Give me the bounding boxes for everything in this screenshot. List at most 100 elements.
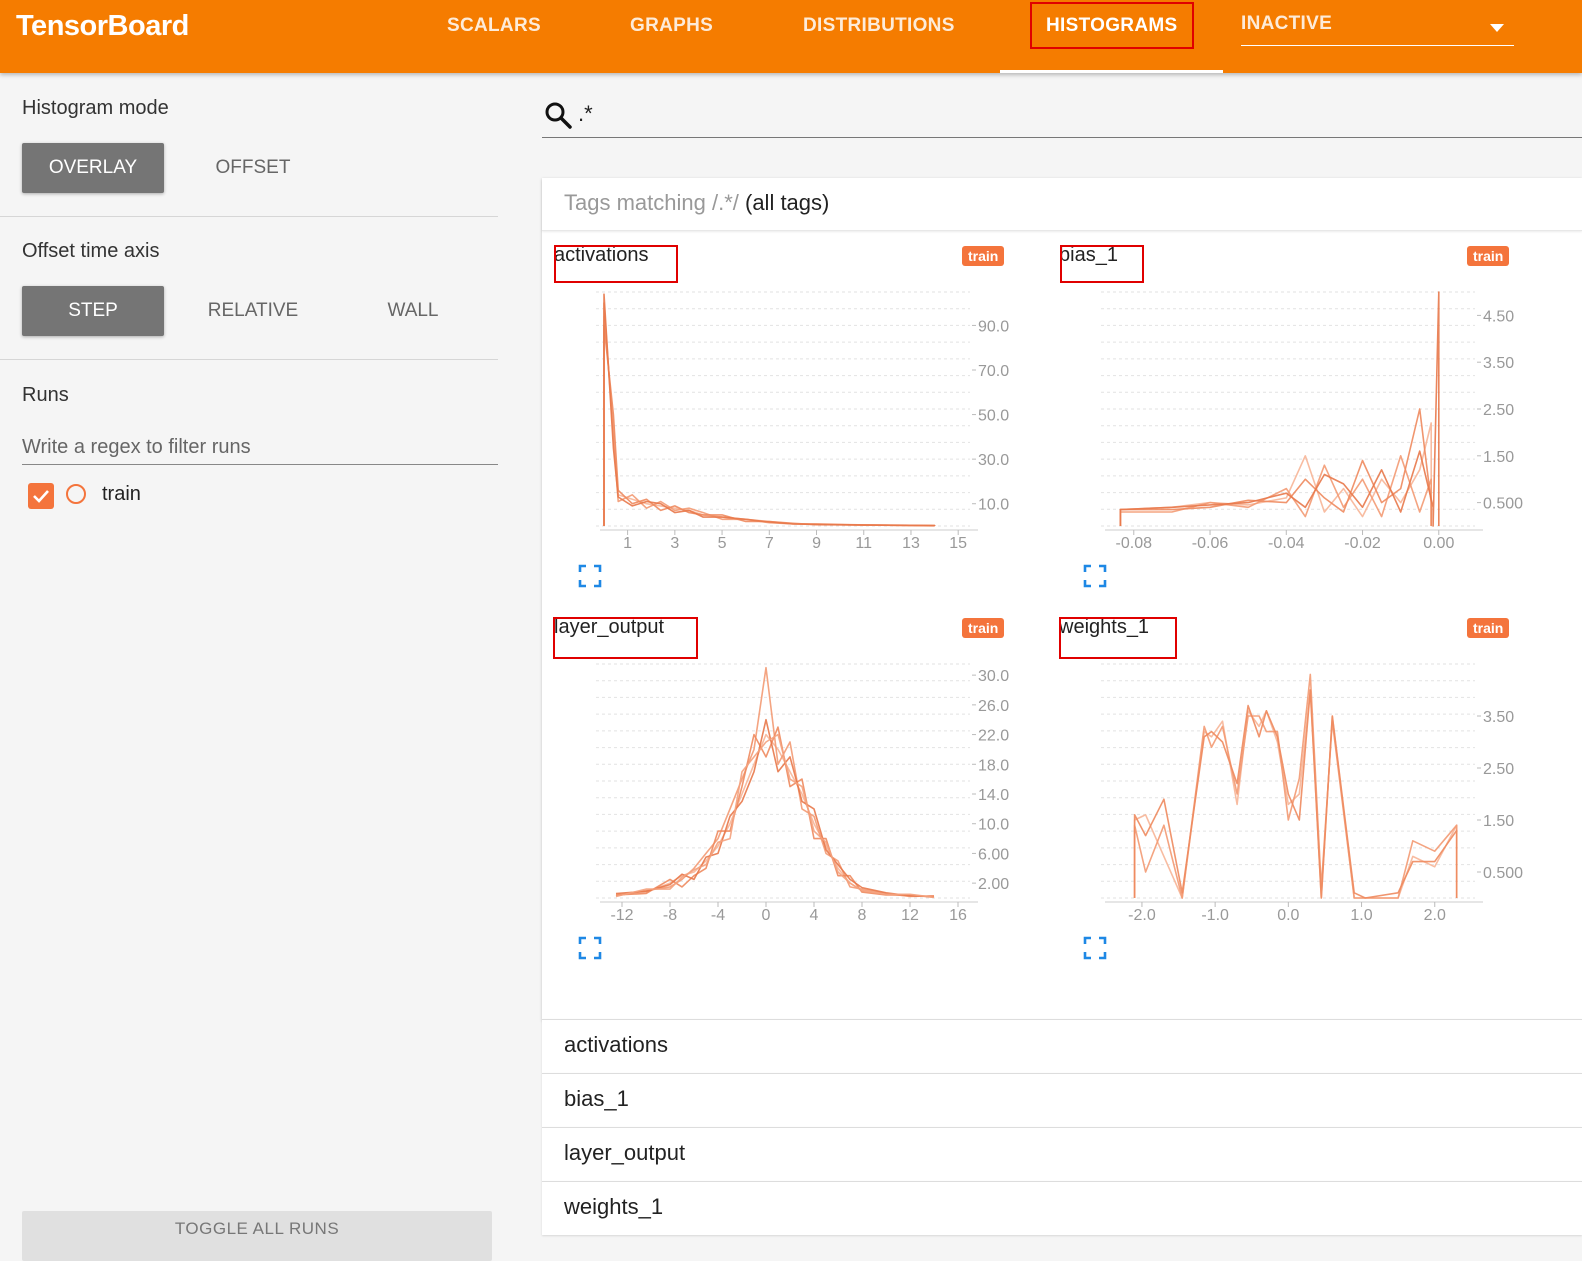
chart-title: bias_1 [1059,244,1118,266]
x-tick-label: 7 [765,535,774,552]
y-tick-label: 30.0 [978,452,1009,469]
histogram-chart-bias-1: bias_1 train 4.50 3.50 2.50 1.50 0.500 -0.08 -… [1047,230,1552,602]
relative-button[interactable]: RELATIVE [207,300,299,321]
expand-icon[interactable] [578,564,602,588]
chart-title: layer_output [554,616,665,638]
tag-filter [542,95,1582,138]
tag-filter-input[interactable] [578,99,1478,129]
histogram-series-line [1119,455,1433,526]
sidebar: Histogram mode OVERLAY OFFSET Offset tim… [0,73,520,1261]
x-tick-label: 16 [949,907,967,924]
expand-icon[interactable] [578,936,602,960]
tag-group-activations[interactable]: activations [542,1019,1582,1073]
y-tick-label: 2.50 [1483,761,1514,778]
y-tick-label: 2.50 [1483,402,1514,419]
tag-group-label: weights_1 [564,1194,664,1219]
tag-group-label: bias_1 [564,1086,629,1111]
offset-button[interactable]: OFFSET [215,157,291,178]
x-tick-label: -0.02 [1344,535,1381,552]
overlay-button[interactable]: OVERLAY [22,143,164,193]
divider [0,216,498,217]
histogram-chart-layer-output: layer_output train 30.0 26.0 22.0 18.0 14.0 1… [542,602,1047,974]
y-tick-label: 10.0 [978,497,1009,514]
histogram-plot: 3.50 2.50 1.50 0.500 -2.0 -1.0 0.0 1.0 2.0 [1101,663,1523,924]
active-tab-indicator [1000,70,1223,73]
step-button[interactable]: STEP [22,286,164,336]
histogram-mode-title: Histogram mode [22,97,169,119]
app-title: TensorBoard [16,10,189,42]
histogram-series-line [603,293,936,527]
tags-card-header: Tags matching /.*/ (all tags) [542,178,1582,231]
x-tick-label: -2.0 [1128,907,1156,924]
y-tick-label: 26.0 [978,698,1009,715]
x-tick-label: 4 [810,907,819,924]
run-badge: train [1467,246,1510,266]
y-tick-label: 18.0 [978,757,1009,774]
y-tick-label: 6.00 [978,846,1009,863]
x-tick-label: 1.0 [1350,907,1372,924]
tag-group-label: layer_output [564,1140,686,1165]
y-tick-label: 22.0 [978,728,1009,745]
x-tick-label: 3 [670,535,679,552]
wall-button[interactable]: WALL [387,300,439,321]
caret-down-icon [1490,24,1504,32]
tags-pattern: /.*/ [711,190,739,215]
tag-group-layer-output[interactable]: layer_output [542,1127,1582,1181]
inactive-dashboards-select[interactable]: INACTIVE [1241,13,1514,46]
histogram-plot: 30.0 26.0 22.0 18.0 14.0 10.0 6.00 2.00 -12 -8 -4 0… [596,663,1009,924]
tab-graphs[interactable]: GRAPHS [630,15,714,36]
histogram-series-line [1133,673,1458,899]
y-tick-label: 50.0 [978,408,1009,425]
run-badge: train [962,618,1005,638]
run-checkbox-train[interactable] [28,483,54,509]
y-tick-label: 10.0 [978,817,1009,834]
x-tick-label: -1.0 [1201,907,1229,924]
tab-histograms[interactable]: HISTOGRAMS [1046,15,1178,36]
tags-suffix: (all tags) [745,190,830,215]
run-badge: train [1467,618,1510,638]
chart-title: activations [554,244,649,266]
y-tick-label: 4.50 [1483,308,1514,325]
y-tick-label: 70.0 [978,363,1009,380]
expand-icon[interactable] [1083,936,1107,960]
histogram-series-line [1119,291,1440,527]
x-tick-label: -0.06 [1192,535,1229,552]
tab-distributions[interactable]: DISTRIBUTIONS [803,15,955,36]
histogram-series-line [603,315,936,527]
run-label-train: train [102,483,141,505]
y-tick-label: 0.500 [1483,496,1523,513]
histogram-series-line [615,726,935,899]
expand-icon[interactable] [1083,564,1107,588]
toggle-all-runs-button[interactable]: TOGGLE ALL RUNS [22,1211,492,1261]
x-tick-label: 12 [901,907,919,924]
x-tick-label: 0.0 [1277,907,1299,924]
x-tick-label: 9 [812,535,821,552]
y-tick-label: 2.00 [978,876,1009,893]
histogram-chart-activations: activations train 90.0 70.0 50.0 30.0 10.0 1 3… [542,230,1047,602]
histogram-series-line [615,718,935,898]
divider [0,359,498,360]
main-panel: Tags matching /.*/ (all tags) activation… [520,73,1582,1242]
chart-title: weights_1 [1059,616,1150,638]
check-icon [33,490,49,503]
tag-group-weights-1[interactable]: weights_1 [542,1181,1582,1235]
tags-prefix: Tags matching [564,190,712,215]
x-tick-label: 8 [858,907,867,924]
top-app-bar: TensorBoard SCALARS GRAPHS DISTRIBUTIONS… [0,0,1582,73]
y-tick-label: 1.50 [1483,813,1514,830]
inactive-select-value: INACTIVE [1241,13,1333,34]
histogram-series-line [615,666,935,898]
run-badge: train [962,246,1005,266]
y-tick-label: 0.500 [1483,865,1523,882]
runs-filter-input[interactable] [22,430,498,465]
x-tick-label: -12 [610,907,633,924]
x-tick-label: 5 [718,535,727,552]
x-tick-label: 15 [949,535,967,552]
x-tick-label: -4 [711,907,725,924]
tab-scalars[interactable]: SCALARS [447,15,541,36]
run-color-radio[interactable] [66,484,86,504]
histogram-series-line [1119,408,1433,526]
search-icon [545,102,572,129]
y-tick-label: 1.50 [1483,449,1514,466]
tag-group-bias-1[interactable]: bias_1 [542,1073,1582,1127]
